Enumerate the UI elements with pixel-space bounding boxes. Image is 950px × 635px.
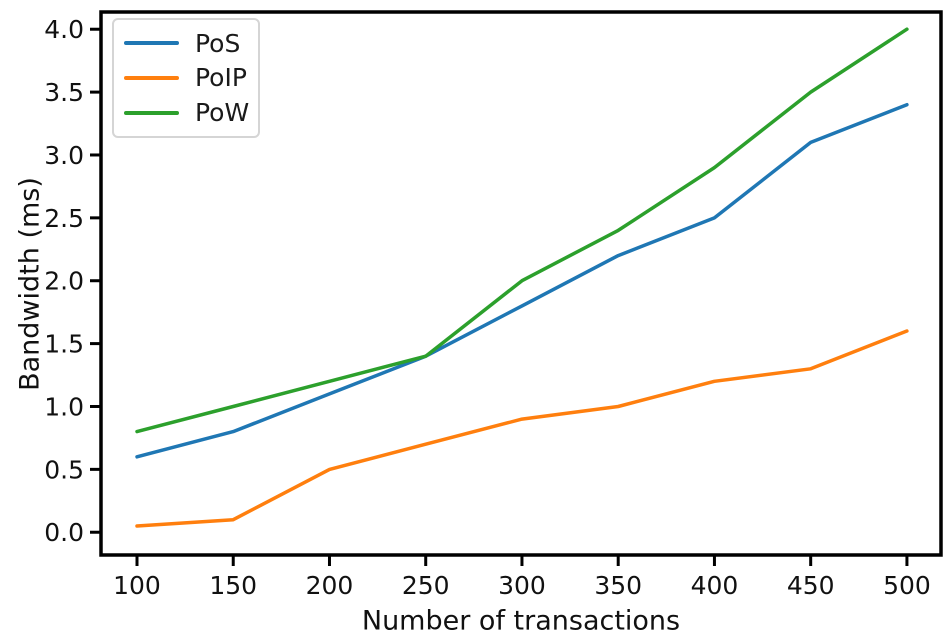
legend-item-pow: PoW (124, 100, 258, 125)
series-line-pos (135, 102, 909, 459)
legend-item-pos: PoS (124, 31, 258, 56)
pow-line-swatch-icon (124, 110, 179, 115)
legend-label-pos: PoS (195, 28, 241, 58)
series-line-poip (135, 329, 909, 528)
x-tick-label: 450 (787, 571, 835, 600)
x-tick-label: 150 (209, 571, 257, 600)
y-tick-label: 0.0 (44, 518, 84, 547)
y-tick-label: 1.0 (44, 392, 84, 421)
y-tick-label: 1.5 (44, 330, 84, 359)
legend-label-poip: PoIP (195, 63, 247, 93)
y-tick-label: 3.0 (44, 141, 84, 170)
series-line-pow (135, 27, 909, 434)
pos-line-swatch-icon (124, 41, 179, 46)
legend-item-poip: PoIP (124, 65, 258, 90)
x-tick-label: 300 (498, 571, 546, 600)
legend: PoS PoIP PoW (112, 18, 260, 138)
poip-line-swatch-icon (124, 75, 179, 80)
x-tick-label: 400 (691, 571, 739, 600)
x-tick-label: 500 (883, 571, 931, 600)
legend-label-pow: PoW (195, 98, 250, 128)
x-axis-label: Number of transactions (361, 605, 681, 635)
x-tick-label: 200 (306, 571, 354, 600)
y-tick-label: 3.5 (44, 78, 84, 107)
y-tick-label: 4.0 (44, 15, 84, 44)
y-axis-label: Bandwidth (ms) (14, 177, 46, 391)
x-tick-label: 100 (113, 571, 161, 600)
y-tick-label: 2.5 (44, 204, 84, 233)
x-tick-label: 350 (594, 571, 642, 600)
x-tick-label: 250 (402, 571, 450, 600)
y-tick-label: 2.0 (44, 267, 84, 296)
y-tick-label: 0.5 (44, 455, 84, 484)
